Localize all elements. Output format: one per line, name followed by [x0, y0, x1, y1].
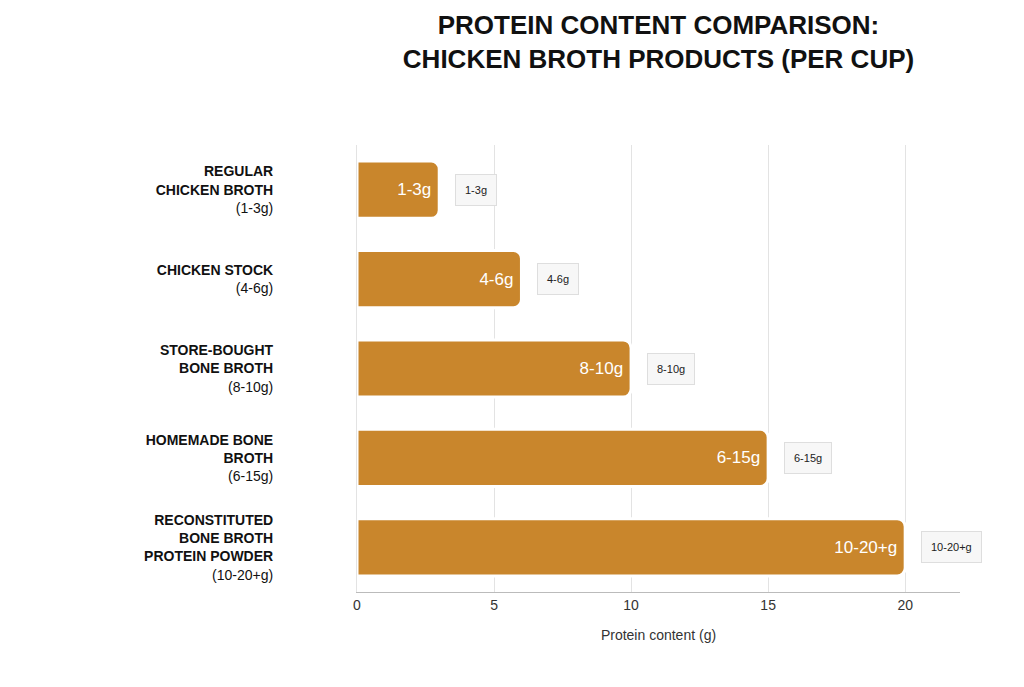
svg-text:8-10g: 8-10g — [657, 363, 685, 375]
svg-text:10-20+g: 10-20+g — [834, 538, 897, 557]
svg-text:6-15g: 6-15g — [717, 448, 760, 467]
svg-text:15: 15 — [760, 597, 776, 613]
svg-text:1-3g: 1-3g — [397, 180, 431, 199]
svg-text:6-15g: 6-15g — [794, 452, 822, 464]
svg-text:Protein content (g): Protein content (g) — [601, 627, 716, 643]
svg-text:CHICKEN STOCK(4-6g): CHICKEN STOCK(4-6g) — [157, 262, 273, 296]
svg-text:20: 20 — [897, 597, 913, 613]
svg-text:REGULARCHICKEN BROTH(1-3g): REGULARCHICKEN BROTH(1-3g) — [156, 163, 273, 215]
svg-text:1-3g: 1-3g — [465, 184, 487, 196]
svg-text:4-6g: 4-6g — [479, 270, 513, 289]
svg-text:5: 5 — [490, 597, 498, 613]
svg-text:RECONSTITUTEDBONE BROTHPROTEIN: RECONSTITUTEDBONE BROTHPROTEIN POWDER(10… — [144, 512, 273, 583]
svg-text:STORE-BOUGHTBONE BROTH(8-10g): STORE-BOUGHTBONE BROTH(8-10g) — [160, 342, 274, 394]
svg-text:0: 0 — [353, 597, 361, 613]
svg-text:10: 10 — [623, 597, 639, 613]
svg-text:HOMEMADE BONEBROTH(6-15g): HOMEMADE BONEBROTH(6-15g) — [146, 432, 274, 484]
svg-text:PROTEIN CONTENT COMPARISON:CHI: PROTEIN CONTENT COMPARISON:CHICKEN BROTH… — [403, 10, 914, 74]
svg-text:4-6g: 4-6g — [547, 273, 569, 285]
svg-text:8-10g: 8-10g — [580, 359, 623, 378]
svg-text:10-20+g: 10-20+g — [931, 541, 972, 553]
